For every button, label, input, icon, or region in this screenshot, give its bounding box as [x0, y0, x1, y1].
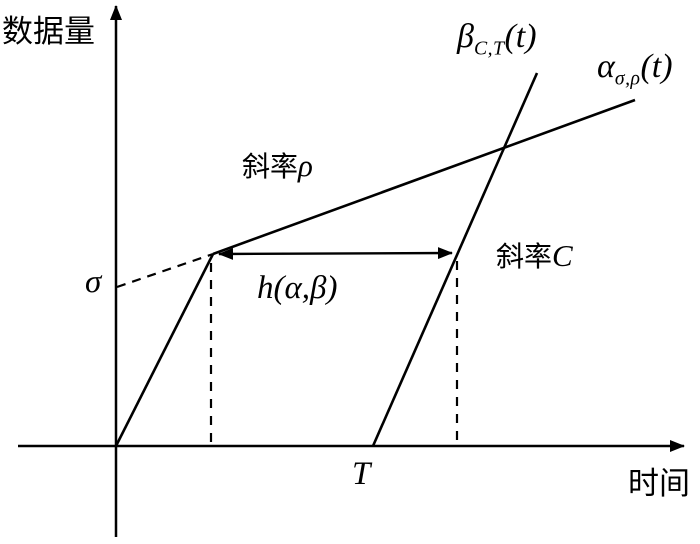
horizontal-deviation-label: h(α,β) — [257, 270, 338, 306]
beta-suffix: (t) — [504, 18, 537, 55]
beta-symbol: β — [457, 18, 474, 55]
y-axis-label: 数据量 — [2, 14, 95, 49]
alpha-curve-label: ασ,ρ(t) — [597, 50, 673, 89]
x-axis-label: 时间 — [628, 466, 690, 501]
alpha-curve-initial-segment — [114, 253, 215, 447]
alpha-symbol: α — [597, 48, 615, 85]
slope-c-prefix: 斜率 — [496, 241, 553, 272]
alpha-curve-rho-segment — [212, 98, 636, 256]
beta-subscript: C,T — [473, 37, 505, 60]
beta-curve-label: βC,T(t) — [457, 20, 537, 59]
alpha-suffix: (t) — [640, 48, 673, 85]
horizontal-deviation-arrow — [218, 247, 453, 260]
sigma-intercept-dashed-line — [116, 252, 214, 289]
slope-rho-prefix: 斜率 — [242, 151, 299, 182]
t-point-label: T — [352, 456, 371, 492]
sigma-label: σ — [85, 264, 102, 300]
alpha-subscript: σ,ρ — [614, 67, 641, 90]
beta-curve-line — [371, 72, 539, 447]
slope-c-label: 斜率C — [496, 240, 573, 271]
c-symbol: C — [552, 238, 573, 273]
rho-symbol: ρ — [298, 148, 313, 183]
slope-rho-label: 斜率ρ — [242, 150, 313, 181]
